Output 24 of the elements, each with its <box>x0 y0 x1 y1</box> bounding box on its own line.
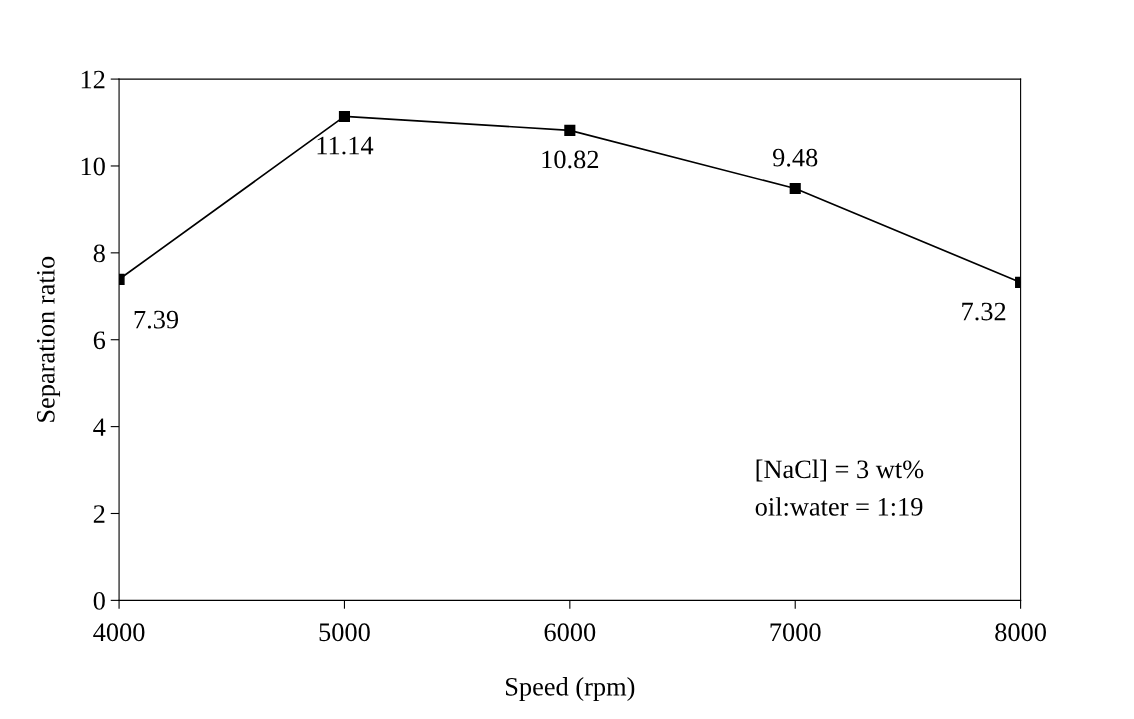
data-label: 11.14 <box>317 136 374 155</box>
y-tick-label: 4 <box>93 418 106 436</box>
x-tick-label: 7000 <box>770 623 821 642</box>
y-tick-label: 8 <box>93 244 105 263</box>
y-tick-label: 0 <box>93 591 105 610</box>
point <box>564 124 576 136</box>
y-tick-label: 12 <box>81 70 105 89</box>
data-label: 9.48 <box>772 148 818 167</box>
x-tick-label: 5000 <box>319 623 370 642</box>
x-axis-title: Speed (rpm) <box>506 677 635 702</box>
annotation: [NaCl] = 3 wt% <box>756 459 924 482</box>
point <box>338 110 351 123</box>
x-tick-label: 4000 <box>93 623 145 642</box>
data-label: 10.82 <box>542 150 599 169</box>
y-tick-label: 2 <box>93 505 105 523</box>
y-tick-label: 10 <box>81 157 105 176</box>
data-label: 7.32 <box>962 302 1006 321</box>
y-axis-title: Separation ratio <box>36 256 61 422</box>
x-tick-label: 6000 <box>544 623 596 642</box>
point <box>789 183 801 195</box>
annotation: oil:water = 1:19 <box>755 497 923 516</box>
data-label: 7.39 <box>134 310 179 329</box>
y-tick-label: 6 <box>93 331 106 350</box>
x-tick-label: 8000 <box>995 623 1046 642</box>
